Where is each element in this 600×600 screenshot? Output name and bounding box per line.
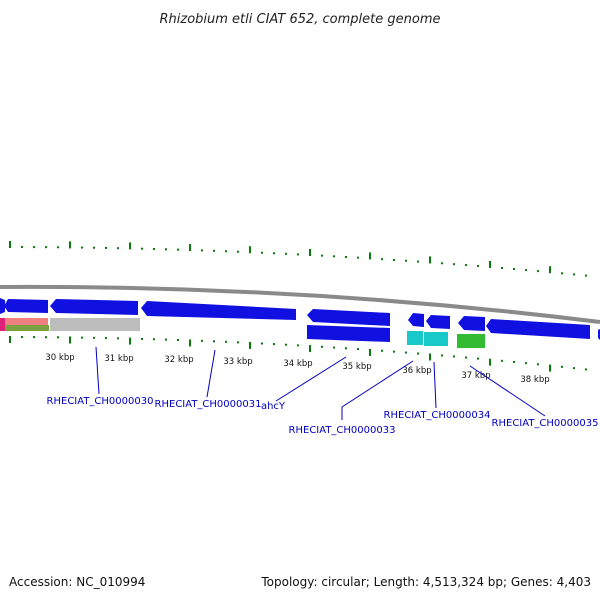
ruler-label: 32 kbp [164, 355, 193, 365]
outer-gc-ticks [9, 241, 587, 277]
ruler-label: 35 kbp [342, 362, 371, 372]
genome-summary: Topology: circular; Length: 4,513,324 bp… [261, 575, 591, 589]
leader-lines [95, 346, 546, 420]
gene-label[interactable]: RHECIAT_CH0000030 [47, 396, 154, 407]
accession-text: Accession: NC_010994 [9, 575, 146, 589]
ruler-label: 36 kbp [402, 366, 431, 376]
green-feature[interactable] [457, 334, 485, 348]
gene-arrow[interactable] [141, 301, 296, 320]
cyan-feature[interactable] [424, 332, 448, 346]
gene-arrow[interactable] [50, 299, 138, 315]
gene-arrow[interactable] [4, 299, 48, 313]
gene-labels: RHECIAT_CH0000030 RHECIAT_CH0000031 ahcY… [47, 396, 599, 436]
ruler-label: 33 kbp [223, 357, 252, 367]
genome-backbone [0, 284, 600, 324]
gene-label[interactable]: RHECIAT_CH0000035 [492, 418, 599, 429]
gene-arrow[interactable] [458, 316, 485, 331]
ruler-label: 37 kbp [461, 371, 490, 381]
gene-block[interactable] [307, 325, 390, 342]
gene-arrow[interactable] [307, 309, 390, 326]
gene-label[interactable]: RHECIAT_CH0000033 [289, 425, 396, 436]
gene-label[interactable]: RHECIAT_CH0000034 [384, 410, 491, 421]
ruler-label: 30 kbp [45, 353, 74, 363]
ruler: 30 kbp 31 kbp 32 kbp 33 kbp 34 kbp 35 kb… [45, 353, 549, 385]
pink-feature[interactable] [0, 318, 48, 325]
grey-feature[interactable] [50, 318, 140, 331]
ruler-label: 38 kbp [520, 375, 549, 385]
inner-gc-ticks [9, 336, 587, 372]
gene-arrow[interactable] [0, 298, 5, 314]
forward-strand-genes [0, 298, 600, 340]
ruler-label: 34 kbp [283, 359, 312, 369]
magenta-feature[interactable] [0, 318, 5, 331]
feature-lane [0, 318, 485, 348]
cyan-feature[interactable] [407, 331, 423, 345]
gene-label[interactable]: ahcY [261, 401, 286, 412]
ruler-label: 31 kbp [104, 354, 133, 364]
olive-feature[interactable] [5, 325, 49, 331]
genome-title: Rhizobium etli CIAT 652, complete genome [160, 12, 441, 27]
gene-arrow[interactable] [426, 315, 450, 329]
gene-arrow[interactable] [486, 319, 590, 339]
gene-label[interactable]: RHECIAT_CH0000031 [155, 399, 262, 410]
gene-arrow[interactable] [408, 313, 424, 327]
